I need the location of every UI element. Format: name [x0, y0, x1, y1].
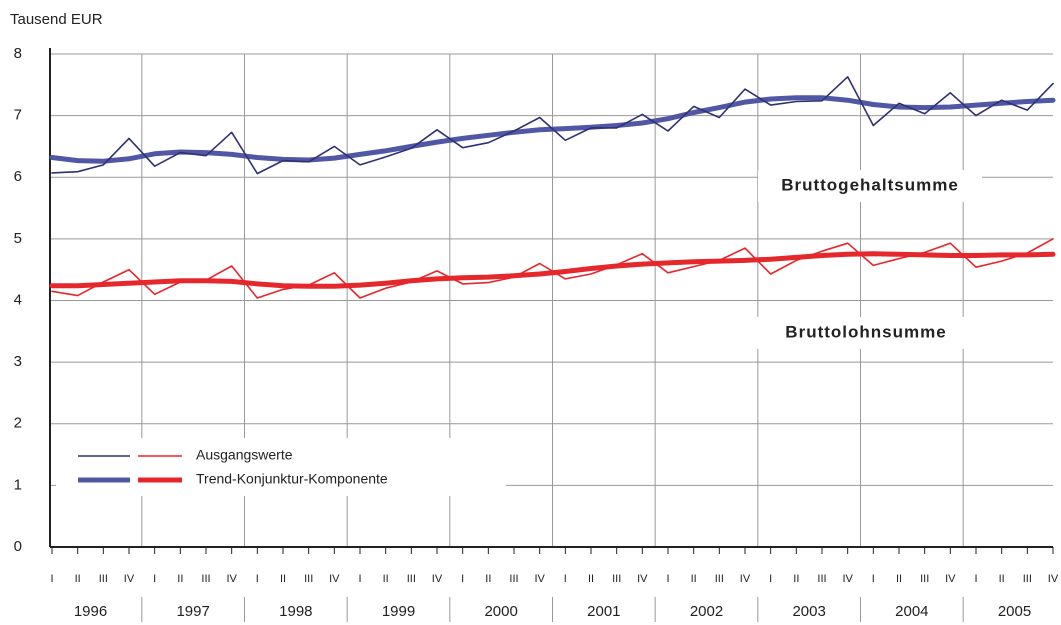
x-tick-label: II [383, 573, 389, 585]
year-label: 1996 [74, 603, 107, 620]
x-tick-label: III [612, 573, 621, 585]
y-tick-label: 5 [14, 230, 22, 247]
x-tick-label: IV [124, 573, 135, 585]
x-tick-label: IV [534, 573, 545, 585]
year-label: 2001 [587, 603, 620, 620]
y-tick-label: 0 [14, 538, 22, 555]
year-label: 1997 [176, 603, 209, 620]
x-tick-label: III [509, 573, 518, 585]
x-tick-label: II [485, 573, 491, 585]
y-tick-label: 4 [14, 291, 22, 308]
x-tick-label: IV [226, 573, 237, 585]
x-tick-label: III [99, 573, 108, 585]
x-tick-label: II [75, 573, 81, 585]
y-tick-label: 7 [14, 107, 22, 124]
x-tick-label: II [691, 573, 697, 585]
year-label: 2004 [895, 603, 928, 620]
x-tick-label: III [304, 573, 313, 585]
x-tick-label: I [256, 573, 259, 585]
x-tick-label: IV [432, 573, 443, 585]
x-tick-label: IV [1048, 573, 1059, 585]
x-tick-label: III [1023, 573, 1032, 585]
x-tick-label: IV [945, 573, 956, 585]
x-tick-label: I [974, 573, 977, 585]
x-tick-label: I [769, 573, 772, 585]
x-tick-label: I [50, 573, 53, 585]
series-label: Bruttogehaltsumme [781, 175, 959, 194]
legend-label: Ausgangswerte [196, 447, 293, 463]
x-tick-label: III [817, 573, 826, 585]
x-tick-label: II [896, 573, 902, 585]
label-bg [754, 317, 978, 349]
raw-line [51, 76, 1054, 175]
legend-label: Trend-Konjunktur-Komponente [196, 471, 388, 487]
year-label: 2002 [690, 603, 723, 620]
year-label: 1998 [279, 603, 312, 620]
label-bg [758, 170, 982, 202]
x-tick-label: III [920, 573, 929, 585]
x-tick-label: II [793, 573, 799, 585]
x-tick-label: I [872, 573, 875, 585]
year-label: 2003 [792, 603, 825, 620]
year-label: 1999 [382, 603, 415, 620]
y-tick-label: 6 [14, 168, 22, 185]
x-tick-label: IV [637, 573, 648, 585]
year-label: 2000 [484, 603, 517, 620]
year-label: 2005 [998, 603, 1031, 620]
x-tick-label: II [588, 573, 594, 585]
x-tick-label: II [280, 573, 286, 585]
trend-line [49, 251, 1056, 289]
y-tick-label: 2 [14, 415, 22, 432]
y-tick-label: 8 [14, 45, 22, 62]
x-tick-label: III [715, 573, 724, 585]
y-tick-label: 3 [14, 353, 22, 370]
x-tick-label: IV [329, 573, 340, 585]
x-tick-label: IV [842, 573, 853, 585]
x-tick-label: I [461, 573, 464, 585]
y-unit-label: Tausend EUR [10, 11, 103, 28]
x-tick-label: I [564, 573, 567, 585]
series-label: Bruttolohnsumme [785, 322, 946, 341]
x-tick-label: I [358, 573, 361, 585]
raw-line [51, 238, 1054, 299]
x-tick-label: II [999, 573, 1005, 585]
legend-box [56, 438, 506, 496]
x-tick-label: I [153, 573, 156, 585]
x-tick-label: I [666, 573, 669, 585]
x-tick-label: III [201, 573, 210, 585]
x-tick-label: II [177, 573, 183, 585]
y-tick-label: 1 [14, 476, 22, 493]
x-tick-label: III [407, 573, 416, 585]
x-tick-label: IV [740, 573, 751, 585]
